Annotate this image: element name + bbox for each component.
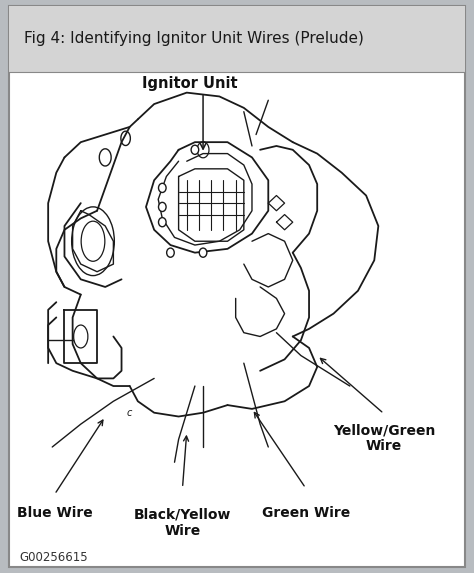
Circle shape: [167, 248, 174, 257]
Circle shape: [199, 248, 207, 257]
Circle shape: [191, 145, 199, 154]
Text: Fig 4: Identifying Ignitor Unit Wires (Prelude): Fig 4: Identifying Ignitor Unit Wires (P…: [24, 31, 364, 46]
Circle shape: [158, 218, 166, 227]
Text: Black/Yellow
Wire: Black/Yellow Wire: [134, 508, 231, 537]
Circle shape: [158, 183, 166, 193]
Text: G00256615: G00256615: [19, 551, 88, 564]
Text: Yellow/Green
Wire: Yellow/Green Wire: [333, 423, 435, 453]
Circle shape: [158, 202, 166, 211]
Bar: [9, 6, 465, 72]
Text: Ignitor Unit: Ignitor Unit: [142, 76, 237, 91]
Text: c: c: [127, 408, 132, 418]
Text: Green Wire: Green Wire: [262, 506, 350, 520]
Text: Blue Wire: Blue Wire: [17, 506, 92, 520]
